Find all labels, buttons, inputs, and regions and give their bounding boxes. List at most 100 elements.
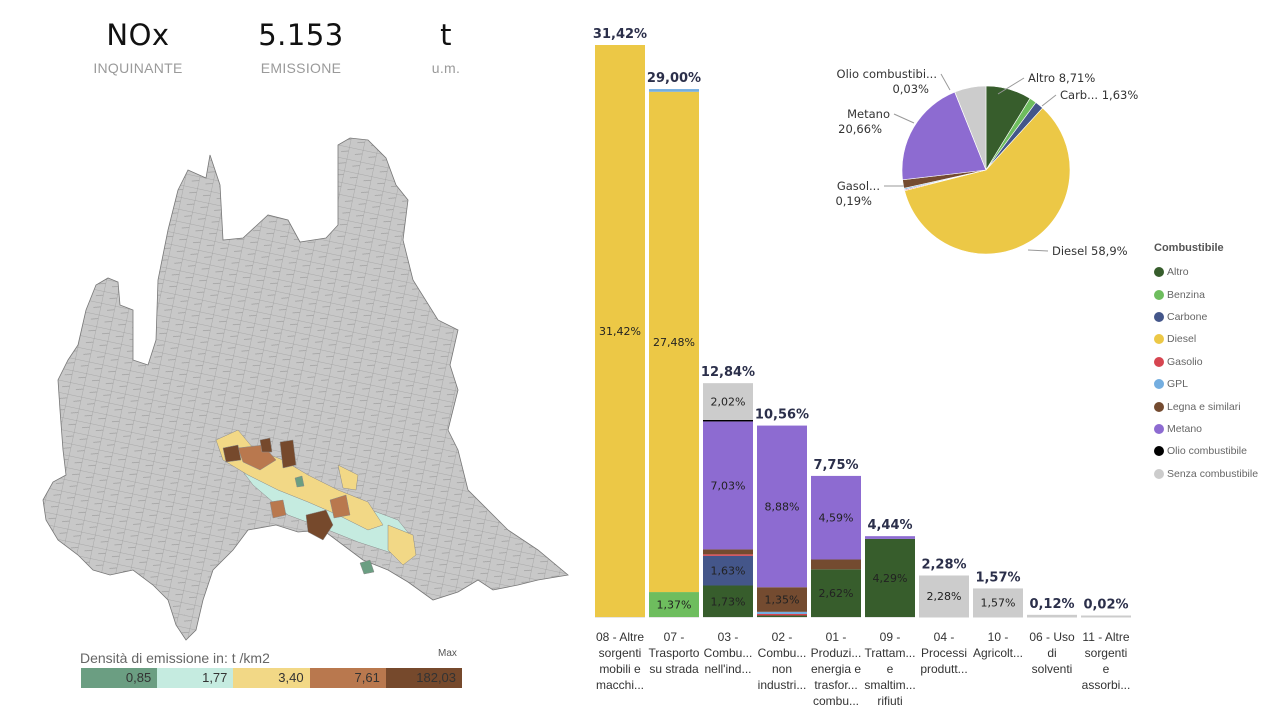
- x-tick-label: trasfor...: [814, 678, 857, 692]
- bar-segment[interactable]: [865, 536, 915, 539]
- bar-group[interactable]: 1,35% 8,88% 10,56%: [755, 408, 809, 618]
- fuel-legend-label: Olio combustibile: [1167, 445, 1247, 458]
- density-class-3[interactable]: 3,40: [233, 668, 310, 688]
- segment-label: 31,42%: [599, 325, 641, 338]
- bar-segment[interactable]: [595, 45, 645, 617]
- pie-slice[interactable]: [904, 107, 1071, 255]
- legend-dot-icon: [1154, 289, 1164, 300]
- fuel-legend-item[interactable]: Carbone: [1154, 306, 1258, 328]
- x-tick-label: Trasporto: [649, 646, 700, 660]
- x-tick-label: 04 -: [934, 630, 955, 644]
- fuel-legend-item[interactable]: Gasolio: [1154, 351, 1258, 373]
- segment-label: 4,29%: [873, 572, 908, 585]
- fuel-legend-item[interactable]: Diesel: [1154, 328, 1258, 350]
- bar-group[interactable]: 2,62% 4,59% 7,75%: [811, 458, 861, 618]
- legend-dot-icon: [1154, 379, 1164, 390]
- bar-segment[interactable]: [1081, 615, 1131, 618]
- pie-label: Olio combustibi...: [837, 67, 937, 81]
- density-legend-bar: 0,85 1,77 3,40 7,61 182,03: [81, 668, 463, 688]
- kpi-pollutant: NOx INQUINANTE: [68, 18, 208, 76]
- bar-segment[interactable]: [703, 585, 753, 617]
- bar-segment[interactable]: [757, 425, 807, 588]
- segment-label: 2,28%: [927, 590, 962, 603]
- fuel-legend-item[interactable]: Benzina: [1154, 283, 1258, 305]
- pie-slice[interactable]: [954, 85, 987, 171]
- legend-dot-icon: [1154, 356, 1164, 367]
- total-label: 12,84%: [701, 365, 755, 380]
- x-tick-label: macchi...: [596, 678, 644, 692]
- bar-group[interactable]: 1,73% 1,63% 7,03% 2,02% 12,84%: [701, 365, 755, 618]
- legend-dot-icon: [1154, 334, 1164, 345]
- bar-group[interactable]: 4,29% 4,44%: [865, 518, 915, 618]
- x-tick-label: Produzi...: [811, 646, 862, 660]
- legend-dot-icon: [1154, 267, 1164, 278]
- region-map[interactable]: [38, 130, 578, 645]
- bar-segment[interactable]: [703, 421, 753, 550]
- density-class-1[interactable]: 0,85: [81, 668, 158, 688]
- segment-label: 1,37%: [657, 599, 692, 612]
- bar-segment[interactable]: [919, 575, 969, 617]
- x-tick-label: 08 - Altre: [596, 630, 644, 644]
- pie-label: Diesel 58,9%: [1052, 244, 1128, 258]
- bar-segment[interactable]: [649, 89, 699, 92]
- fuel-legend-item[interactable]: GPL: [1154, 373, 1258, 395]
- pie-leader-line: [997, 77, 1025, 95]
- pie-label: Altro 8,71%: [1028, 71, 1095, 85]
- fuel-legend-item[interactable]: Senza combustibile: [1154, 463, 1258, 485]
- x-tick-label: Trattam...: [865, 646, 916, 660]
- bar-segment[interactable]: [1027, 614, 1077, 617]
- kpi-emission-label: EMISSIONE: [260, 60, 342, 76]
- density-class-5[interactable]: 182,03: [385, 668, 463, 688]
- kpi-unit: t u.m.: [376, 18, 516, 76]
- bar-segment[interactable]: [811, 569, 861, 617]
- pie-leader-line: [893, 113, 915, 124]
- x-tick-label: su strada: [649, 662, 699, 676]
- x-tick-label: sorgenti: [1085, 646, 1128, 660]
- fuel-legend: Combustibile Altro Benzina Carbone Diesel Ga…: [1154, 242, 1258, 485]
- sector-stacked-bar-chart: 31,42% 31,42% 08 - Altre sorgenti mobili e ma…: [593, 27, 1131, 708]
- fuel-legend-item[interactable]: Legna e similari: [1154, 395, 1258, 417]
- x-tick-label: smaltim...: [864, 678, 915, 692]
- bar-segment[interactable]: [757, 611, 807, 614]
- fuel-legend-item[interactable]: Metano: [1154, 418, 1258, 440]
- legend-dot-icon: [1154, 423, 1164, 434]
- density-class-4[interactable]: 7,61: [309, 668, 386, 688]
- density-class-2[interactable]: 1,77: [157, 668, 234, 688]
- pie-label-value: 0,19%: [835, 194, 872, 208]
- bar-segment[interactable]: [703, 419, 753, 422]
- pie-leader-line: [1027, 249, 1049, 252]
- bar-group[interactable]: 31,42% 31,42%: [593, 27, 647, 618]
- total-label: 2,28%: [921, 557, 966, 572]
- fuel-legend-item[interactable]: Olio combustibile: [1154, 440, 1258, 462]
- total-label: 29,00%: [647, 71, 701, 86]
- bar-group[interactable]: 2,28% 2,28%: [919, 557, 969, 618]
- bar-group[interactable]: 0,12%: [1027, 597, 1077, 618]
- bar-group[interactable]: 1,57% 1,57%: [973, 570, 1023, 618]
- x-tick-label: 03 -: [718, 630, 739, 644]
- bar-group[interactable]: 1,37% 27,48% 29,00%: [647, 71, 701, 618]
- highlighted-municipalities: [215, 429, 417, 575]
- pie-slice[interactable]: [901, 91, 987, 181]
- bar-segment[interactable]: [703, 383, 753, 420]
- bar-segment[interactable]: [757, 615, 807, 618]
- bar-segment[interactable]: [973, 588, 1023, 617]
- bar-segment[interactable]: [649, 91, 699, 593]
- bar-segment[interactable]: [865, 538, 915, 617]
- segment-label: 1,35%: [765, 594, 800, 607]
- segment-label: 27,48%: [653, 336, 695, 349]
- bar-group[interactable]: 0,02%: [1081, 598, 1131, 618]
- bar-segment[interactable]: [757, 587, 807, 612]
- bar-segment[interactable]: [703, 555, 753, 586]
- bar-segment[interactable]: [703, 549, 753, 555]
- pie-label: Carb... 1,63%: [1060, 88, 1138, 102]
- fuel-legend-item[interactable]: Altro: [1154, 261, 1258, 283]
- bar-segment[interactable]: [649, 592, 699, 617]
- x-tick-label: sorgenti: [599, 646, 642, 660]
- bar-segment[interactable]: [811, 475, 861, 560]
- total-label: 10,56%: [755, 408, 809, 423]
- bar-segment[interactable]: [703, 554, 753, 556]
- bar-segment[interactable]: [811, 559, 861, 570]
- bar-segment[interactable]: [757, 614, 807, 616]
- x-tick-label: energia e: [811, 662, 861, 676]
- density-legend-max: Max: [438, 648, 457, 659]
